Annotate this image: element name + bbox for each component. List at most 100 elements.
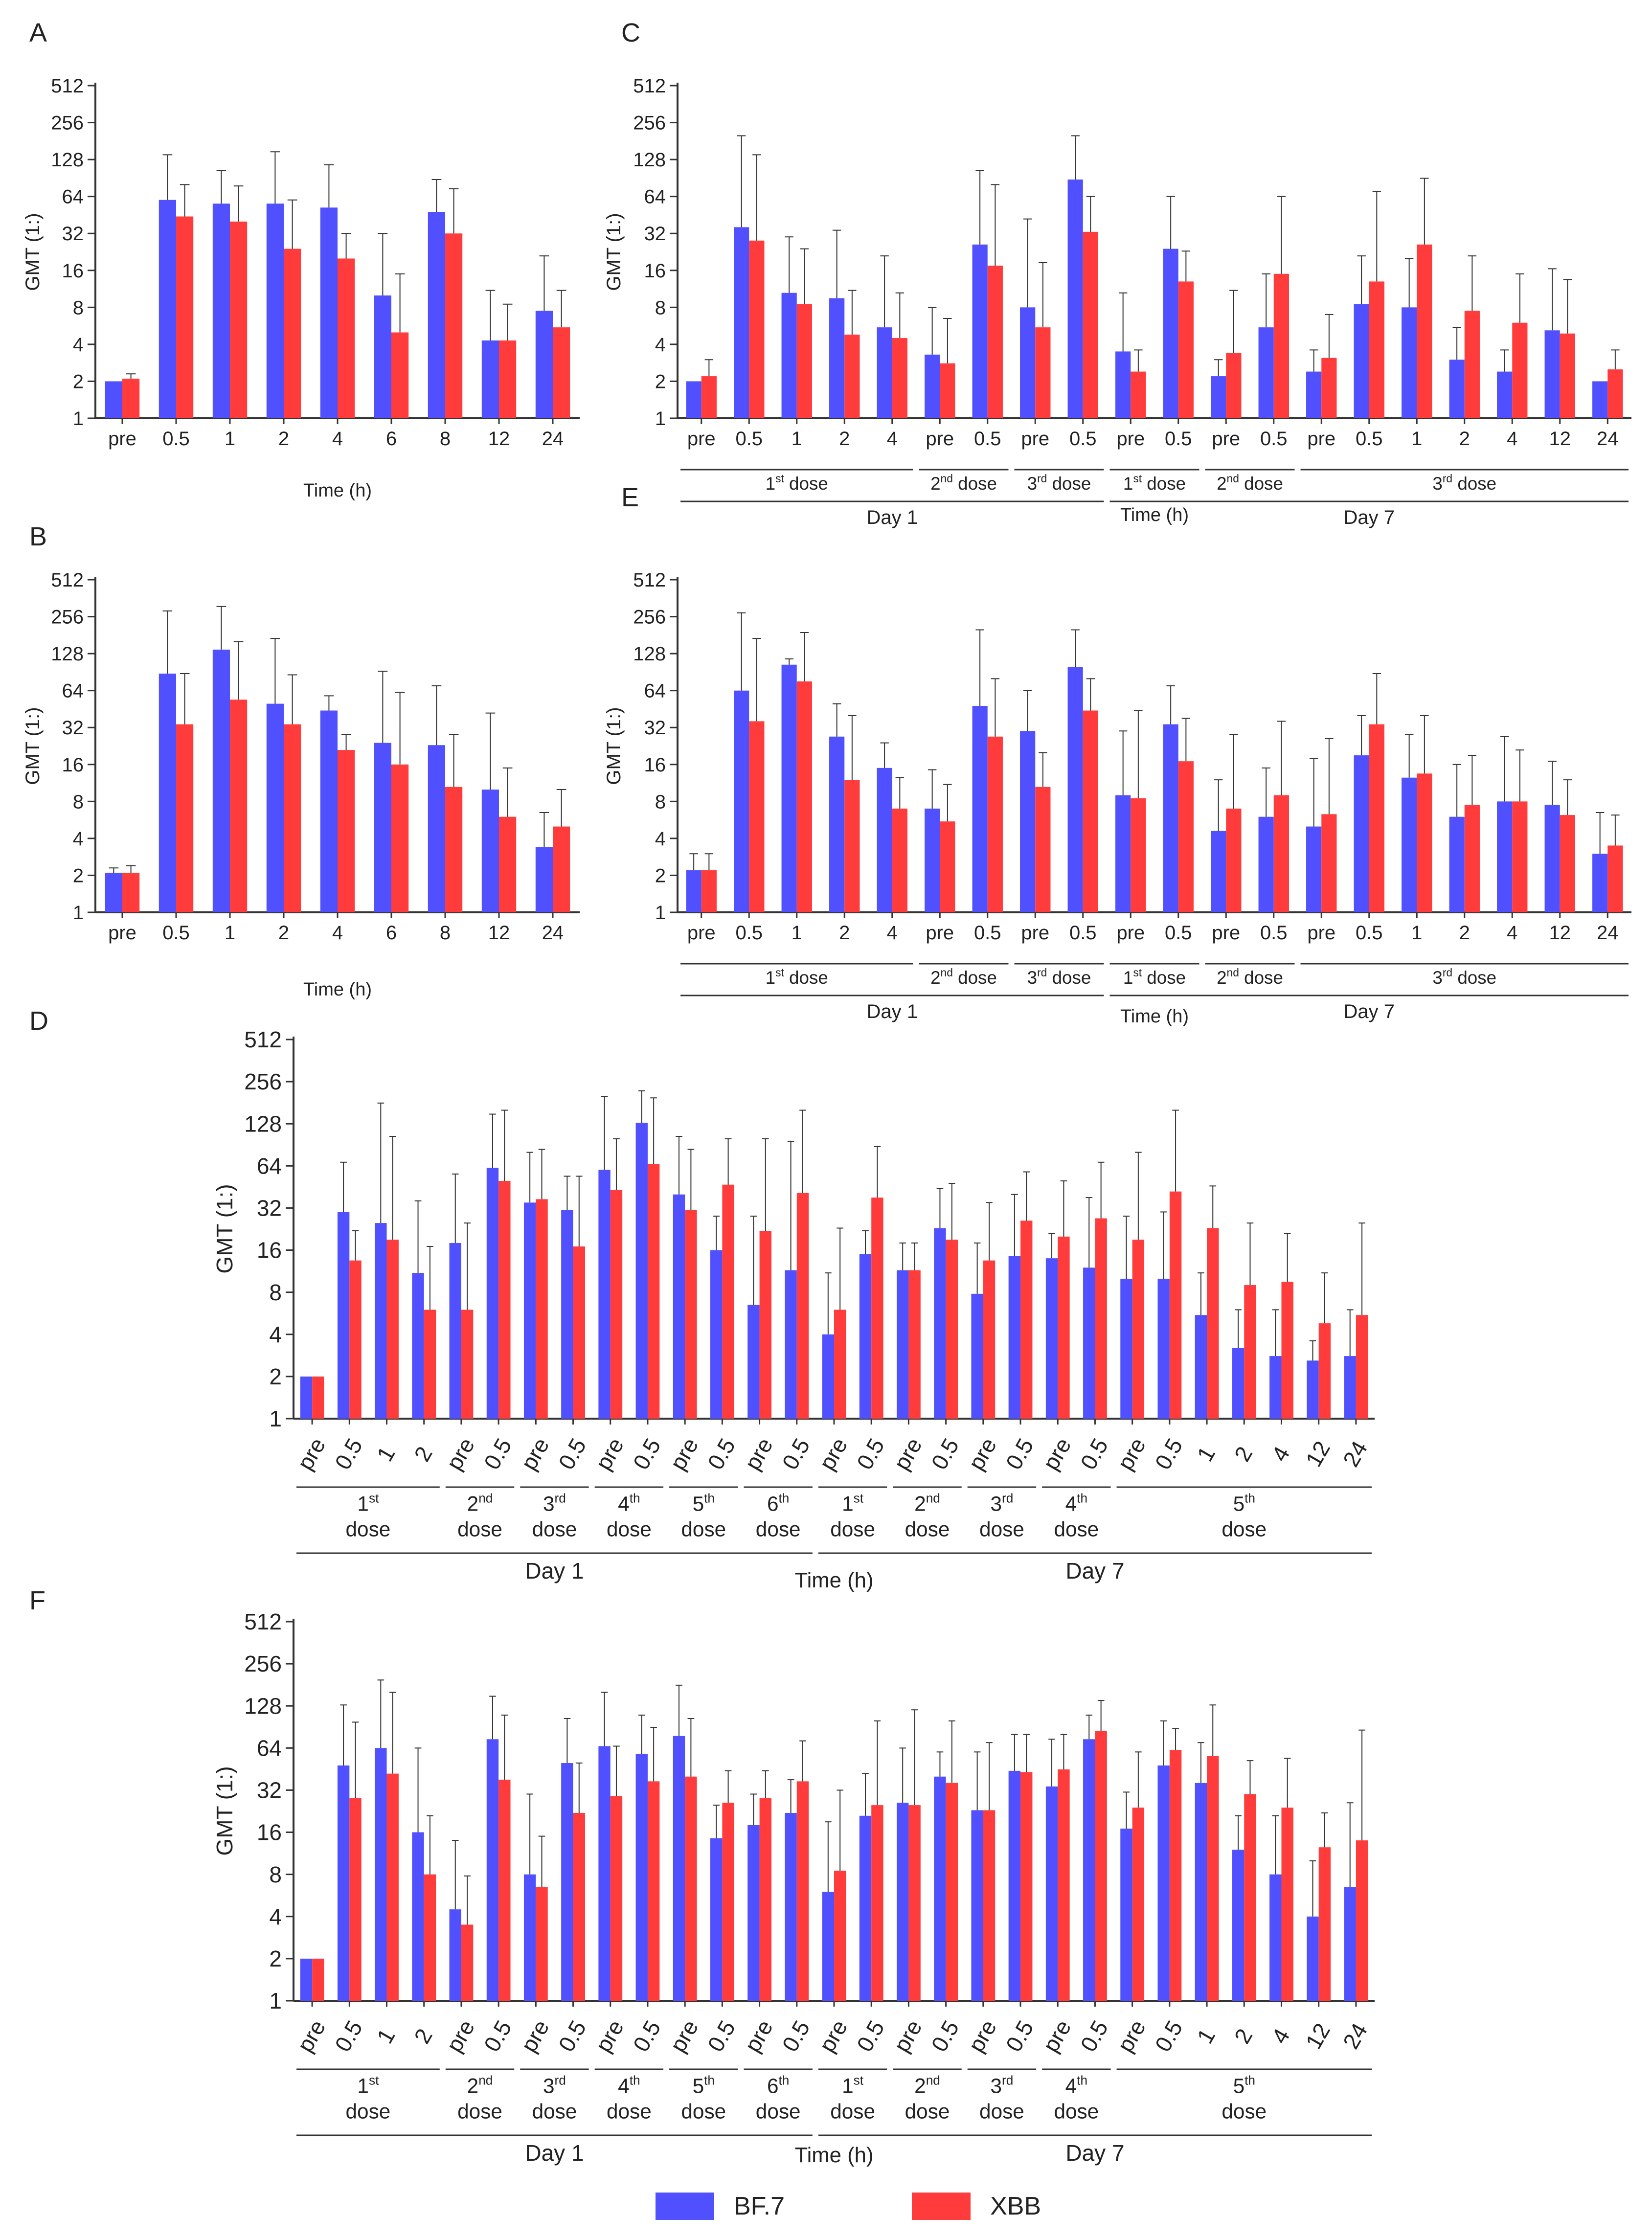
dose-group-label: 3rd [990, 1491, 1013, 1515]
bar-xbb [312, 1376, 324, 1419]
bar-bf7 [859, 1254, 872, 1419]
dose-group-label: 3rd dose [1432, 472, 1496, 494]
dose-group-label: dose [830, 2100, 875, 2123]
x-tick-label: pre [1021, 922, 1049, 944]
x-tick-label: 0.5 [735, 922, 763, 944]
bar-xbb [284, 249, 301, 418]
bar-bf7 [1163, 249, 1178, 418]
x-tick-label: 0.5 [1069, 922, 1097, 944]
x-tick-label: pre [1212, 922, 1240, 944]
bar-xbb [553, 327, 570, 418]
bar-bf7 [1115, 795, 1131, 912]
y-tick-label: 32 [257, 1196, 282, 1221]
y-tick-label: 512 [244, 1609, 282, 1634]
x-tick-label: 0.5 [1356, 922, 1383, 944]
dose-group-label: dose [1222, 1518, 1267, 1541]
y-tick-label: 16 [62, 260, 84, 282]
bar-bf7 [686, 870, 702, 912]
bar-xbb [424, 1310, 436, 1419]
x-tick-label: 0.5 [330, 2016, 367, 2056]
bar-xbb [1058, 1236, 1070, 1419]
bar-xbb [701, 870, 717, 912]
bar-xbb [1095, 1731, 1107, 2001]
bar-bf7 [375, 1748, 387, 2001]
x-tick-label: pre [1307, 428, 1335, 450]
dose-group-label: 1st dose [1123, 472, 1186, 494]
x-tick-label: 1 [792, 428, 802, 450]
x-tick-label: 0.5 [1001, 2016, 1039, 2056]
bar-xbb [498, 1181, 511, 1419]
x-tick-label: 2 [1229, 2024, 1258, 2048]
bar-bf7 [635, 1123, 648, 1419]
x-tick-label: pre [516, 2015, 554, 2057]
bar-xbb [230, 221, 248, 418]
x-tick-label: 1 [1411, 922, 1422, 944]
dose-group-label: 2nd [914, 2073, 940, 2097]
legend-swatch-bf7 [656, 2193, 714, 2220]
x-axis-label: Time (h) [795, 1568, 874, 1592]
bar-bf7 [877, 768, 892, 912]
x-tick-label: 4 [332, 428, 343, 450]
bar-bf7 [710, 1250, 723, 1419]
y-tick-label: 32 [62, 717, 84, 739]
bar-xbb [498, 1780, 511, 2001]
bar-xbb [844, 335, 860, 418]
bar-xbb [701, 376, 717, 418]
bar-xbb [759, 1230, 771, 1419]
bar-xbb [1321, 814, 1337, 912]
bar-bf7 [1306, 826, 1322, 912]
x-tick-label: 0.5 [974, 428, 1001, 450]
dose-group-label: 4th [1065, 1491, 1087, 1515]
bar-bf7 [734, 690, 749, 912]
bar-xbb [1321, 358, 1337, 418]
bar-bf7 [374, 295, 391, 418]
x-tick-label: 24 [1597, 428, 1619, 450]
dose-group-label: 4th [1065, 2073, 1087, 2097]
bar-bf7 [320, 207, 338, 418]
bar-bf7 [747, 1305, 760, 1419]
bar-xbb [749, 240, 765, 418]
x-tick-label: pre [963, 1433, 1001, 1474]
bar-xbb [338, 258, 355, 418]
x-tick-label: pre [740, 1433, 778, 1474]
bar-xbb [796, 304, 812, 418]
bar-xbb [685, 1210, 697, 1419]
x-tick-label: 1 [1192, 1442, 1220, 1466]
bar-xbb [610, 1796, 623, 2001]
day-group-label: Day 7 [1344, 1001, 1395, 1022]
bar-bf7 [1120, 1829, 1132, 2001]
dose-group-label: dose [681, 2100, 726, 2123]
bar-bf7 [212, 204, 230, 418]
x-tick-label: pre [108, 922, 136, 944]
x-tick-label: 4 [332, 922, 343, 944]
panel-letter: A [29, 18, 47, 47]
legend-item-xbb: XBB [912, 2192, 1041, 2221]
dose-group-label: 3rd dose [1027, 966, 1091, 988]
y-tick-label: 16 [644, 260, 666, 282]
bar-bf7 [158, 673, 176, 912]
x-tick-label: 0.5 [553, 2016, 591, 2056]
dose-group-label: 2nd dose [930, 472, 997, 494]
bar-xbb [461, 1924, 474, 2001]
x-tick-label: 0.5 [1001, 1434, 1039, 1473]
x-tick-label: 0.5 [974, 922, 1001, 944]
x-tick-label: 24 [542, 428, 564, 450]
x-tick-label: pre [1112, 1433, 1151, 1474]
bar-xbb [312, 1958, 324, 2001]
x-tick-label: 2 [1459, 428, 1470, 450]
bar-xbb [647, 1781, 660, 2001]
bar-xbb [796, 1193, 809, 1419]
x-tick-label: 8 [440, 922, 451, 944]
bar-xbb [391, 764, 409, 912]
bar-bf7 [1269, 1874, 1282, 2001]
y-tick-label: 512 [633, 569, 666, 591]
y-axis-label: GMT (1:) [22, 213, 44, 291]
y-tick-label: 16 [644, 754, 666, 776]
y-tick-label: 64 [62, 186, 84, 208]
bar-bf7 [710, 1838, 723, 2001]
bar-bf7 [428, 745, 445, 912]
bar-bf7 [1497, 801, 1513, 912]
